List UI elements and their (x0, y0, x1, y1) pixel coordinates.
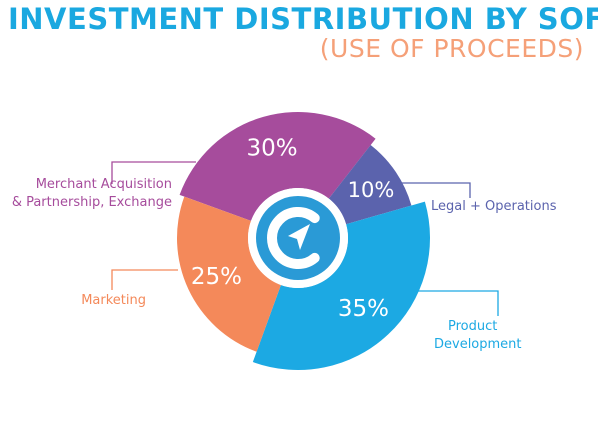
leader-line-2 (405, 290, 499, 316)
chart-slices (176, 111, 430, 370)
slice-percent-3: 25% (191, 264, 242, 290)
slice-2 (252, 201, 430, 370)
slice-label-merchant-line1: Merchant Acquisition (35, 177, 172, 192)
leader-line-3 (111, 269, 178, 290)
leader-line-0 (111, 161, 196, 184)
slice-label-product-line2: Development (434, 337, 522, 352)
slice-label-legal-line1: Legal + Operations (431, 199, 557, 214)
slice-percent-0: 30% (247, 136, 298, 162)
slice-label-product: Product Development (434, 318, 522, 354)
slice-percent-1: 10% (348, 178, 395, 202)
slice-1 (328, 145, 412, 225)
center-logo (248, 188, 348, 288)
slice-3 (176, 196, 281, 352)
page-subtitle: (USE OF PROCEEDS) (319, 34, 584, 63)
slice-0 (179, 111, 376, 221)
slice-percent-2: 35% (338, 296, 389, 322)
slice-label-merchant: Merchant Acquisition & Partnership, Exch… (12, 176, 172, 212)
slice-percent-labels: 30% 10% 35% 25% (191, 136, 394, 323)
page-title: INVESTMENT DISTRIBUTION BY SOFTCAP (8, 2, 598, 36)
slice-label-merchant-line2: & Partnership, Exchange (11, 195, 172, 210)
leader-line-1 (399, 182, 471, 198)
slice-label-product-line1: Product (448, 319, 498, 334)
slice-label-marketing: Marketing (81, 292, 146, 310)
slice-label-marketing-line1: Marketing (81, 293, 146, 308)
leader-lines (111, 161, 499, 316)
slice-label-legal: Legal + Operations (431, 198, 556, 216)
